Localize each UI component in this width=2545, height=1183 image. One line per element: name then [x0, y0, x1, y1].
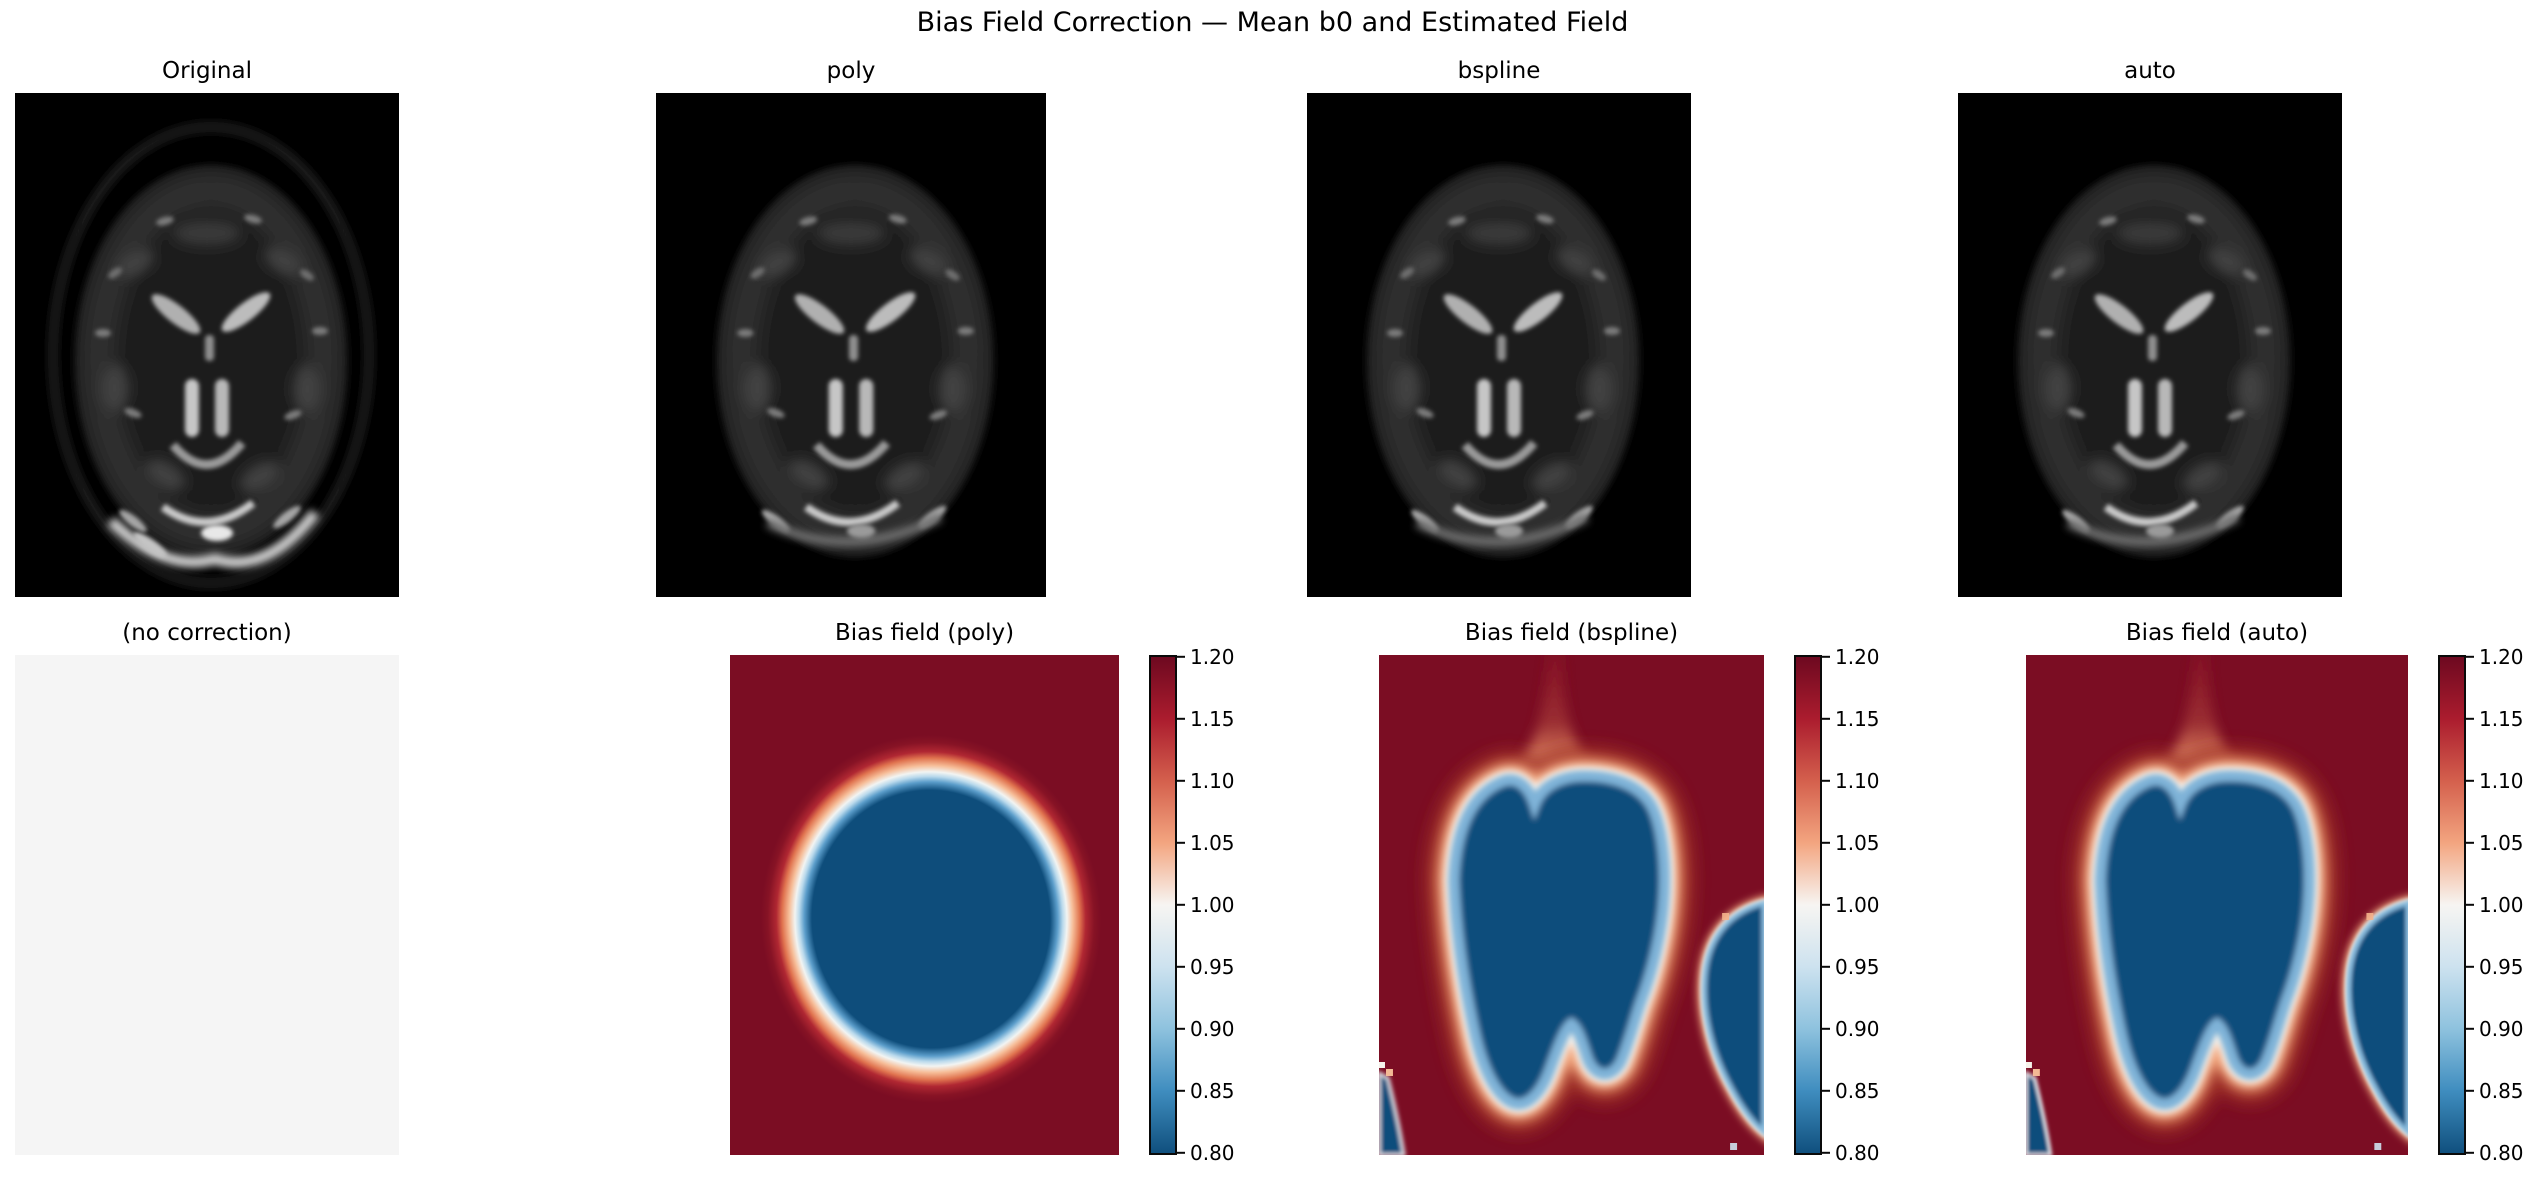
colorbar-tick-label: 0.95 — [1835, 955, 1880, 979]
colorbar-tick — [2466, 1027, 2474, 1031]
colorbar-tick-label: 1.00 — [1835, 893, 1880, 917]
colorbar-tick-label: 0.85 — [2479, 1079, 2524, 1103]
bias-field-image-bspline — [1379, 655, 1764, 1155]
subplot-title: (no correction) — [122, 619, 292, 646]
subplot-original: Original — [15, 58, 399, 597]
subplot-bspline: bspline — [1307, 58, 1691, 597]
colorbar-tick-label: 1.15 — [1835, 707, 1880, 731]
bias-field-image-poly — [730, 655, 1119, 1155]
colorbar-tick — [1822, 965, 1830, 969]
colorbar-tick-label: 0.90 — [1835, 1017, 1880, 1041]
subplot-title: Original — [161, 57, 253, 84]
colorbar: 1.20 1.15 1.10 1.05 1.00 0.95 0.90 0.85 … — [1149, 647, 1235, 1163]
subplot-bias-field-auto: Bias field (auto) 1.20 1.15 1.10 1.05 1.… — [2026, 620, 2524, 1163]
colorbar-tick — [1822, 1151, 1830, 1155]
colorbar: 1.20 1.15 1.10 1.05 1.00 0.95 0.90 0.85 … — [2438, 647, 2524, 1163]
empty-panel — [15, 655, 399, 1155]
colorbar-tick — [1822, 655, 1830, 659]
colorbar-tick — [1177, 779, 1185, 783]
colorbar-tick — [2466, 1151, 2474, 1155]
colorbar-tick — [2466, 717, 2474, 721]
colorbar-tick — [1822, 841, 1830, 845]
colorbar-tick — [2466, 903, 2474, 907]
colorbar-tick-label: 1.15 — [2479, 707, 2524, 731]
mri-image-auto — [1958, 93, 2342, 597]
mri-image-poly — [656, 93, 1046, 597]
colorbar-tick-label: 1.00 — [2479, 893, 2524, 917]
colorbar-tick-label: 1.15 — [1190, 707, 1235, 731]
colorbar-tick — [1822, 717, 1830, 721]
subplot-no-correction: (no correction) — [15, 620, 399, 1155]
subplot-title: Bias field (poly) — [834, 619, 1015, 646]
subplot-auto: auto — [1958, 58, 2342, 597]
colorbar-tick-label: 1.10 — [2479, 769, 2524, 793]
colorbar-tick — [1177, 1089, 1185, 1093]
mri-image-bspline — [1307, 93, 1691, 597]
colorbar-tick-label: 1.05 — [1190, 831, 1235, 855]
colorbar-tick-label: 0.80 — [1190, 1141, 1235, 1165]
colorbar-tick-label: 1.05 — [2479, 831, 2524, 855]
colorbar-tick — [2466, 841, 2474, 845]
figure-title: Bias Field Correction — Mean b0 and Esti… — [916, 7, 1629, 38]
colorbar-tick — [1177, 655, 1185, 659]
colorbar-tick — [1822, 1089, 1830, 1093]
colorbar-tick — [1177, 717, 1185, 721]
subplot-title: Bias field (bspline) — [1464, 619, 1679, 646]
colorbar-tick-label: 0.90 — [1190, 1017, 1235, 1041]
colorbar-tick-label: 0.80 — [2479, 1141, 2524, 1165]
colorbar-tick-label: 1.10 — [1190, 769, 1235, 793]
colorbar-tick-label: 0.85 — [1835, 1079, 1880, 1103]
colorbar-tick-label: 1.00 — [1190, 893, 1235, 917]
colorbar-tick-label: 1.10 — [1835, 769, 1880, 793]
colorbar-tick — [2466, 1089, 2474, 1093]
colorbar-tick-label: 1.20 — [1190, 645, 1235, 669]
colorbar-tick — [1822, 1027, 1830, 1031]
mri-image-original — [15, 93, 399, 597]
colorbar-tick-label: 1.20 — [2479, 645, 2524, 669]
subplot-poly: poly — [656, 58, 1046, 597]
colorbar-tick — [1177, 903, 1185, 907]
colorbar-tick — [2466, 655, 2474, 659]
colorbar-tick — [1822, 779, 1830, 783]
colorbar-tick — [1822, 903, 1830, 907]
subplot-title: auto — [2124, 57, 2176, 84]
colorbar: 1.20 1.15 1.10 1.05 1.00 0.95 0.90 0.85 … — [1794, 647, 1880, 1163]
colorbar-tick — [1177, 965, 1185, 969]
colorbar-tick-label: 1.20 — [1835, 645, 1880, 669]
colorbar-tick-label: 0.85 — [1190, 1079, 1235, 1103]
colorbar-tick-label: 0.95 — [1190, 955, 1235, 979]
colorbar-tick — [1177, 841, 1185, 845]
colorbar-tick — [1177, 1027, 1185, 1031]
subplot-bias-field-poly: Bias field (poly) 1.20 1.15 1.10 1.05 1.… — [730, 620, 1235, 1163]
subplot-bias-field-bspline: Bias field (bspline) 1.20 1.15 1.10 1.05… — [1379, 620, 1880, 1163]
bias-field-image-auto — [2026, 655, 2408, 1155]
colorbar-tick-label: 0.95 — [2479, 955, 2524, 979]
colorbar-tick — [1177, 1151, 1185, 1155]
colorbar-tick — [2466, 779, 2474, 783]
colorbar-tick-label: 1.05 — [1835, 831, 1880, 855]
subplot-title: poly — [826, 57, 876, 84]
colorbar-tick-label: 0.90 — [2479, 1017, 2524, 1041]
colorbar-tick-label: 0.80 — [1835, 1141, 1880, 1165]
subplot-title: Bias field (auto) — [2125, 619, 2309, 646]
subplot-title: bspline — [1457, 57, 1541, 84]
colorbar-tick — [2466, 965, 2474, 969]
